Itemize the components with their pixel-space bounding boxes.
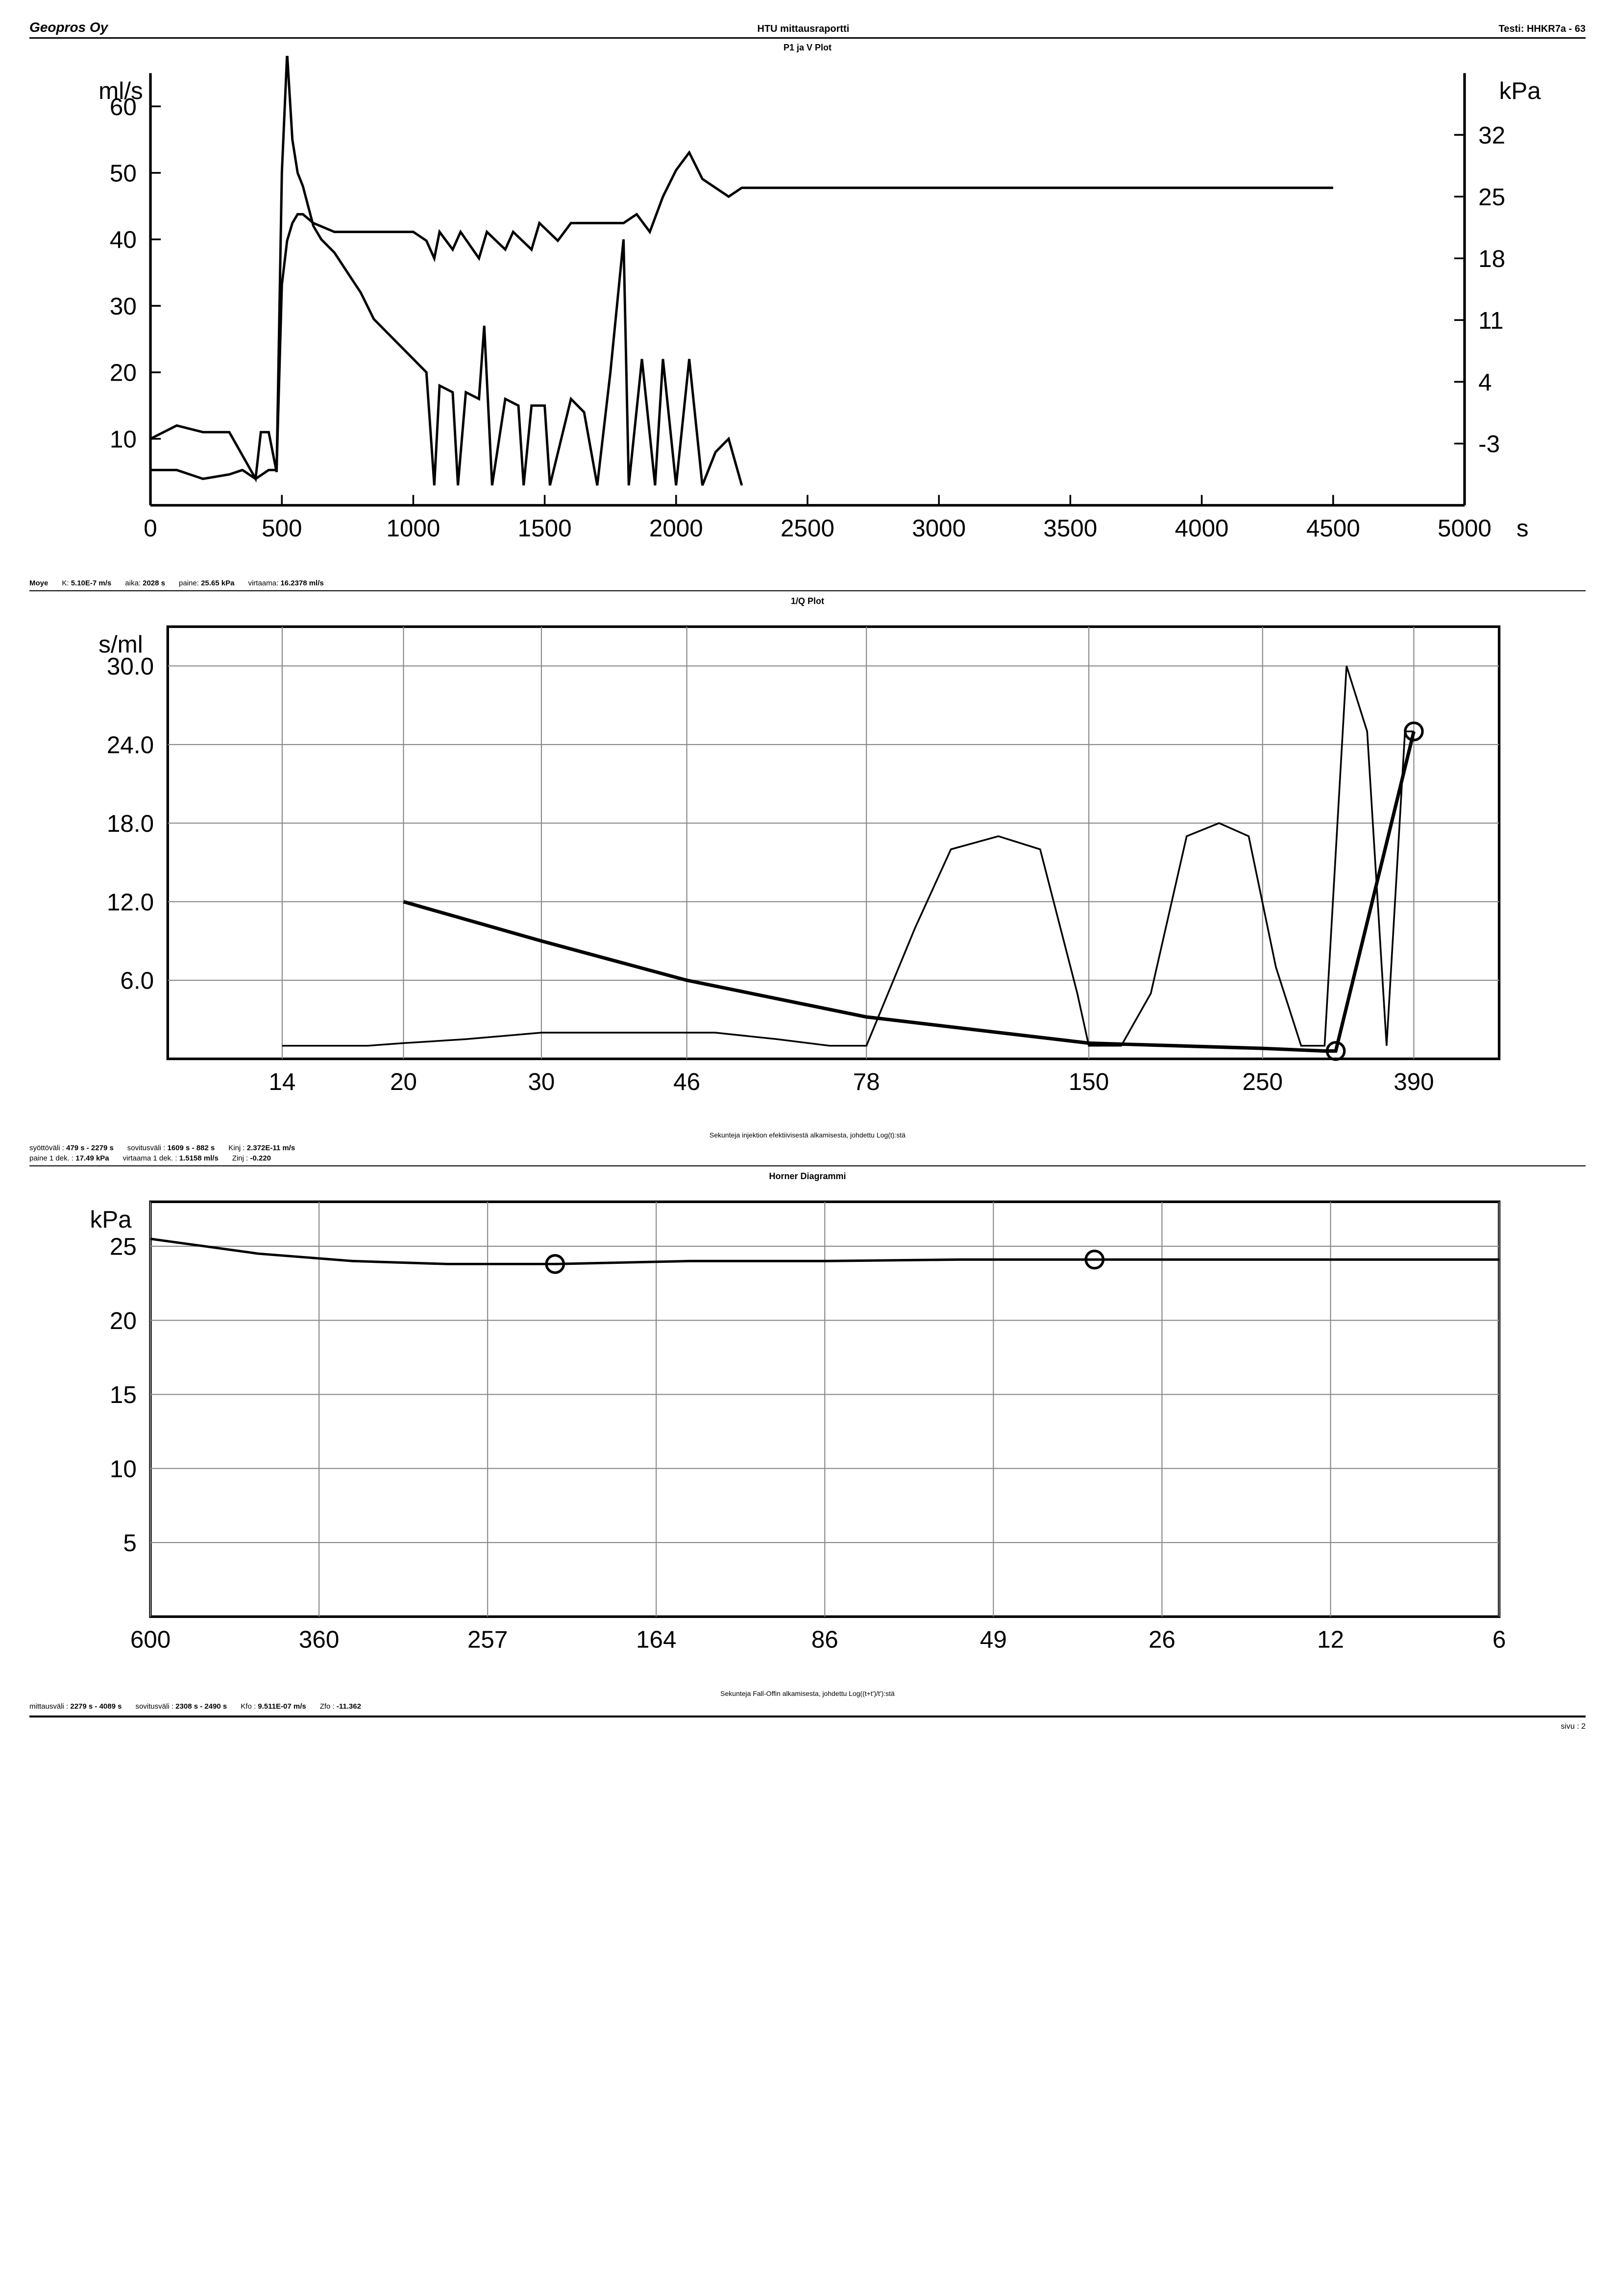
svg-text:0: 0	[144, 515, 157, 542]
svg-text:257: 257	[467, 1626, 508, 1653]
svg-text:1000: 1000	[386, 515, 440, 542]
chart2-xlabel: Sekunteja injektion efektiivisestä alkam…	[29, 1131, 1586, 1139]
svg-text:600: 600	[130, 1626, 171, 1653]
divider-1	[29, 590, 1586, 591]
svg-text:25: 25	[1478, 184, 1505, 211]
svg-text:10: 10	[110, 426, 137, 453]
svg-text:25: 25	[110, 1233, 137, 1260]
svg-text:6.0: 6.0	[120, 967, 154, 994]
svg-text:14: 14	[269, 1068, 295, 1095]
svg-text:150: 150	[1069, 1068, 1109, 1095]
svg-text:3000: 3000	[912, 515, 966, 542]
inverse-q-plot: 6.012.018.024.030.0s/ml14203046781502503…	[29, 609, 1586, 1128]
svg-text:390: 390	[1394, 1068, 1434, 1095]
k-field: K: 5.10E-7 m/s	[62, 579, 111, 587]
svg-text:30: 30	[110, 293, 137, 320]
moye-label: Moye	[29, 579, 48, 587]
svg-text:500: 500	[262, 515, 302, 542]
svg-text:360: 360	[299, 1626, 339, 1653]
virtaama-field: virtaama: 16.2378 ml/s	[248, 579, 323, 587]
mittausvali-field: mittausväli : 2279 s - 4089 s	[29, 1702, 122, 1711]
svg-text:4000: 4000	[1175, 515, 1229, 542]
svg-text:4: 4	[1478, 369, 1492, 396]
page-label: sivu :	[1561, 1722, 1579, 1731]
chart1-title: P1 ja V Plot	[29, 43, 1586, 53]
sovitusvali-field: sovitusväli : 1609 s - 882 s	[127, 1144, 215, 1152]
svg-text:12.0: 12.0	[107, 889, 154, 916]
svg-text:12: 12	[1317, 1626, 1344, 1653]
svg-text:s/ml: s/ml	[98, 631, 143, 658]
test-id: Testi: HHKR7a - 63	[1499, 24, 1586, 35]
svg-text:15: 15	[110, 1381, 137, 1408]
paine-field: paine: 25.65 kPa	[179, 579, 234, 587]
svg-text:5000: 5000	[1438, 515, 1492, 542]
svg-text:46: 46	[673, 1068, 700, 1095]
svg-text:86: 86	[811, 1626, 838, 1653]
svg-text:2500: 2500	[781, 515, 834, 542]
svg-text:4500: 4500	[1306, 515, 1360, 542]
zinj-field: Zinj : -0.220	[232, 1154, 271, 1162]
svg-text:6: 6	[1493, 1626, 1506, 1653]
svg-text:32: 32	[1478, 122, 1505, 149]
svg-text:3500: 3500	[1043, 515, 1097, 542]
syottovali-field: syöttöväli : 479 s - 2279 s	[29, 1144, 114, 1152]
chart1-info: Moye K: 5.10E-7 m/s aika: 2028 s paine: …	[29, 579, 1586, 587]
svg-text:18.0: 18.0	[107, 810, 154, 837]
p1-v-plot: 102030405060ml/s-3411182532kPa0500100015…	[29, 56, 1586, 575]
svg-text:11: 11	[1478, 307, 1503, 334]
aika-field: aika: 2028 s	[125, 579, 165, 587]
chart2-info: syöttöväli : 479 s - 2279 s sovitusväli …	[29, 1144, 1586, 1152]
report-title: HTU mittausraportti	[758, 24, 850, 35]
chart2-title: 1/Q Plot	[29, 596, 1586, 606]
svg-text:40: 40	[110, 226, 137, 253]
svg-text:5: 5	[123, 1530, 136, 1557]
virtaama1dek-field: virtaama 1 dek. : 1.5158 ml/s	[123, 1154, 219, 1162]
divider-2	[29, 1165, 1586, 1166]
svg-text:18: 18	[1478, 245, 1505, 272]
svg-text:24.0: 24.0	[107, 731, 154, 758]
page-number: 2	[1581, 1722, 1586, 1731]
svg-text:1500: 1500	[518, 515, 572, 542]
page-footer: sivu : 2	[29, 1722, 1586, 1731]
svg-text:49: 49	[980, 1626, 1007, 1653]
svg-text:30: 30	[528, 1068, 555, 1095]
zfo-field: Zfo : -11.362	[320, 1702, 361, 1711]
svg-text:10: 10	[110, 1456, 137, 1483]
paine1dek-field: paine 1 dek. : 17.49 kPa	[29, 1154, 109, 1162]
svg-text:kPa: kPa	[90, 1207, 132, 1233]
svg-text:20: 20	[110, 360, 137, 387]
divider-3	[29, 1716, 1586, 1717]
svg-text:s: s	[1517, 515, 1529, 542]
svg-text:20: 20	[110, 1307, 137, 1334]
svg-text:2000: 2000	[649, 515, 703, 542]
test-label: Testi:	[1499, 24, 1524, 34]
chart2-info-2: paine 1 dek. : 17.49 kPa virtaama 1 dek.…	[29, 1154, 1586, 1162]
svg-text:250: 250	[1243, 1068, 1283, 1095]
svg-text:-3: -3	[1478, 431, 1500, 458]
svg-text:26: 26	[1149, 1626, 1175, 1653]
svg-text:ml/s: ml/s	[98, 77, 143, 104]
test-value: HHKR7a - 63	[1527, 24, 1586, 34]
page-header: Geopros Oy HTU mittausraportti Testi: HH…	[29, 20, 1586, 39]
svg-text:20: 20	[390, 1068, 417, 1095]
kinj-field: Kinj : 2.372E-11 m/s	[228, 1144, 295, 1152]
kfo-field: Kfo : 9.511E-07 m/s	[241, 1702, 306, 1711]
svg-text:50: 50	[110, 160, 137, 187]
sovitusvali3-field: sovitusväli : 2308 s - 2490 s	[135, 1702, 227, 1711]
horner-diagram: 5 10 15 20 25kPa 600 360 257 164 86 49 26 12 6	[29, 1184, 1586, 1686]
chart3-xlabel: Sekunteja Fall-Offin alkamisesta, johdet…	[29, 1690, 1586, 1697]
company-name: Geopros Oy	[29, 20, 108, 35]
svg-text:164: 164	[636, 1626, 676, 1653]
chart3-title: Horner Diagrammi	[29, 1171, 1586, 1182]
svg-text:78: 78	[853, 1068, 880, 1095]
svg-text:kPa: kPa	[1499, 77, 1542, 104]
chart3-info: mittausväli : 2279 s - 4089 s sovitusväl…	[29, 1702, 1586, 1711]
